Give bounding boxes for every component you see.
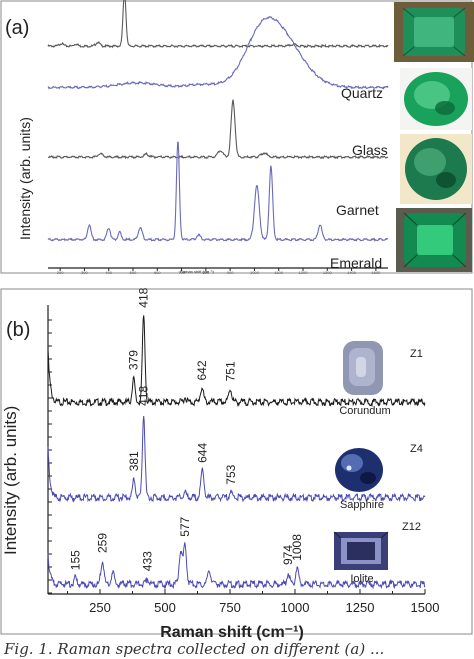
panel-b-border — [0, 288, 473, 635]
sample-id-z4: Z4 — [410, 443, 423, 455]
panel-a-x-tick-label: 900 — [227, 270, 234, 275]
panel-a-label: (a) — [5, 17, 29, 39]
peak-label: 974 — [281, 545, 295, 565]
panel-a-x-tick-label: 400 — [105, 270, 112, 275]
peak-label: 577 — [178, 516, 192, 536]
spectrum-emerald — [47, 141, 389, 242]
peak-label: 751 — [223, 361, 237, 381]
figure-caption: Fig. 1. Raman spectra collected on diffe… — [4, 640, 385, 658]
panel-b-spectra — [47, 315, 426, 590]
panel-a-ylabel: Intensity (arb. units) — [17, 117, 33, 240]
panel-a: (a) Intensity (arb. units) 200 300 400 500 6… — [0, 0, 474, 275]
panel-a-x-tick-label: 1200 — [299, 270, 309, 275]
panel-a-x-tick-label: 1400 — [347, 270, 357, 275]
panel-a-x-tick-label: 300 — [81, 270, 88, 275]
label-glass: Glass — [352, 142, 388, 158]
panel-b-label: (b) — [6, 319, 30, 341]
panel-b-x-tick-label: 1000 — [281, 600, 310, 615]
panel-b-x-tick-label: 750 — [219, 600, 241, 615]
gem-image-emerald — [396, 208, 472, 272]
panel-a-x-tick-label: 600 — [154, 270, 161, 275]
gem-image-garnet — [400, 134, 472, 204]
peak-label: 753 — [224, 464, 238, 484]
spectrum-sapphire — [47, 416, 426, 503]
peak-label: 155 — [68, 550, 82, 570]
sample-name-sapphire: Sapphire — [340, 499, 384, 511]
spectrum-glass — [47, 16, 389, 90]
peak-label: 433 — [141, 551, 155, 571]
panel-a-x-tick-label: 1100 — [274, 270, 283, 275]
panel-b-ylabel: Intensity (arb. units) — [1, 406, 20, 555]
panel-a-x-tick-label: 1300 — [323, 270, 333, 275]
panel-a-x-tick-label: 200 — [57, 270, 64, 275]
panel-b: (b) Intensity (arb. units) 250 500 750 1000… — [0, 287, 473, 641]
panel-b-y-ticks — [48, 319, 52, 594]
spectrum-iolite — [47, 542, 426, 590]
peak-label: 259 — [95, 533, 109, 553]
peak-label: 642 — [195, 360, 209, 380]
sample-name-corundum: Corundum — [339, 405, 390, 417]
panel-b-x-tick-label: 250 — [89, 600, 111, 615]
panel-b-xlabel: Raman shift (cm⁻¹) — [160, 624, 304, 641]
panel-a-x-tick-label: 700 — [178, 270, 185, 275]
spectrum-corundum — [47, 315, 426, 408]
panel-a-x-ticks: 200 300 400 500 600 700 800 900 1000 1100 1200 1300… — [57, 268, 381, 275]
panel-b-x-tick-label: 500 — [154, 600, 176, 615]
panel-a-x-tick-label: 1500 — [371, 270, 381, 275]
sample-id-z12: Z12 — [402, 521, 421, 533]
panel-a-x-tick-label: 1000 — [250, 270, 260, 275]
panel-a-x-tick-label: 800 — [203, 270, 210, 275]
label-quartz: Quartz — [341, 85, 383, 101]
sample-image-sapphire — [335, 448, 383, 492]
panel-b-x-tick-label: 1500 — [411, 600, 440, 615]
panel-b-x-tick-label: 1250 — [346, 600, 375, 615]
label-emerald: Emerald — [330, 255, 382, 271]
peak-label: 418 — [137, 287, 151, 307]
sample-id-z1: Z1 — [410, 348, 423, 360]
peak-label: 1008 — [290, 534, 304, 561]
peak-label: 379 — [127, 350, 141, 370]
sample-image-iolite — [333, 531, 389, 570]
spectrum-quartz — [47, 0, 389, 49]
gem-image-glass — [400, 68, 472, 130]
label-garnet: Garnet — [336, 202, 379, 218]
peak-label: 381 — [127, 451, 141, 471]
sample-name-iolite: Iolite — [350, 573, 373, 585]
panel-b-peak-labels: 379 418 642 751 381 418 644 753 155 259 433 577 9741… — [68, 287, 304, 571]
gem-image-quartz — [394, 2, 474, 62]
panel-a-xaxis-text: Raman shift (cm⁻¹) — [180, 269, 215, 274]
sample-image-corundum — [343, 341, 383, 395]
panel-b-x-ticks: 250 500 750 1000 1250 1500 — [67, 589, 440, 615]
spectrum-garnet — [48, 99, 389, 160]
panel-a-x-tick-label: 500 — [130, 270, 137, 275]
peak-label: 418 — [137, 386, 151, 406]
panel-a-spectra — [47, 0, 389, 242]
peak-label: 644 — [195, 443, 209, 463]
